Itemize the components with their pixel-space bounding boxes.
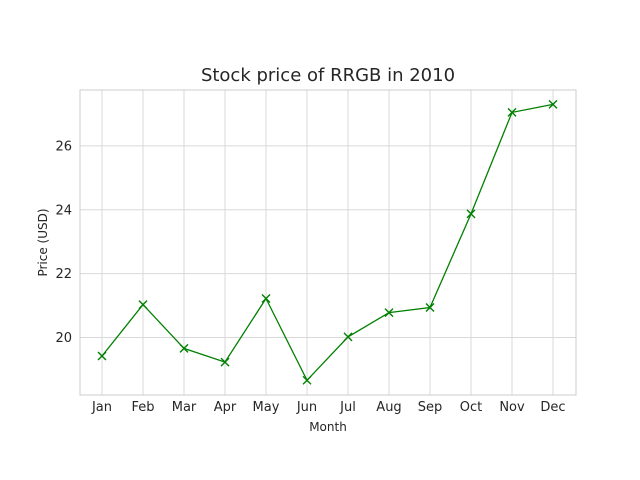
x-tick-label: Sep: [418, 400, 443, 415]
data-point-marker: [466, 209, 476, 219]
y-tick-label: 24: [55, 203, 72, 218]
y-tick-label: 26: [55, 139, 72, 154]
x-tick-label: Jun: [296, 400, 317, 415]
data-point-marker: [220, 357, 230, 367]
data-point-marker: [261, 294, 271, 304]
x-tick-label: Mar: [172, 400, 197, 415]
data-point-marker: [507, 107, 517, 117]
x-tick-label: Feb: [131, 400, 154, 415]
grid-lines: [80, 90, 576, 395]
y-axis-label: Price (USD): [36, 208, 50, 276]
series-line: [101, 103, 554, 382]
chart-title: Stock price of RRGB in 2010: [201, 65, 455, 86]
x-tick-label: Jul: [339, 400, 356, 415]
data-point-marker: [302, 375, 312, 385]
x-axis-label: Month: [309, 420, 347, 434]
x-tick-label: May: [253, 400, 280, 415]
x-tick-label: Jan: [91, 400, 112, 415]
data-point-marker: [138, 300, 148, 310]
y-tick-labels: 20 22 24 26: [55, 139, 72, 346]
data-point-marker: [548, 99, 558, 109]
y-tick-label: 20: [55, 331, 72, 346]
x-tick-label: Aug: [376, 400, 401, 415]
x-tick-label: Oct: [460, 400, 482, 415]
x-tick-label: Nov: [499, 400, 525, 415]
x-tick-label: Dec: [540, 400, 565, 415]
data-point-marker: [179, 343, 189, 353]
data-point-marker: [384, 308, 394, 318]
data-point-marker: [343, 332, 353, 342]
data-point-marker: [97, 351, 107, 361]
x-tick-label: Apr: [214, 400, 237, 415]
data-point-marker: [425, 302, 435, 312]
y-tick-label: 22: [55, 267, 72, 282]
series-group: [97, 99, 558, 385]
x-tick-labels: Jan Feb Mar Apr May Jun Jul Aug Sep Oct Nov Dec: [91, 400, 566, 415]
plot-frame: [79, 89, 577, 396]
